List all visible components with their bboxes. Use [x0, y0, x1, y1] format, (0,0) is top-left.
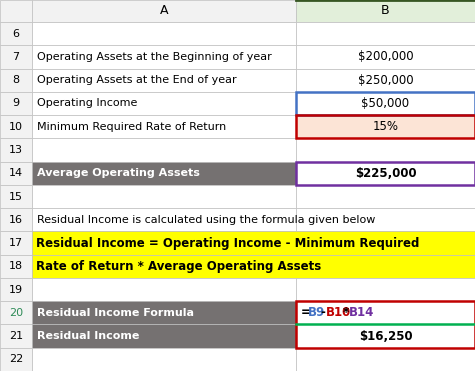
Text: 20: 20 — [9, 308, 23, 318]
Text: 8: 8 — [13, 75, 20, 85]
Text: Residual Income: Residual Income — [38, 331, 140, 341]
Text: $16,250: $16,250 — [359, 329, 412, 342]
Bar — [296, 115, 475, 138]
Text: Rate of Return * Average Operating Assets: Rate of Return * Average Operating Asset… — [36, 260, 322, 273]
Text: 18: 18 — [9, 261, 23, 271]
Text: =: = — [301, 306, 311, 319]
Bar — [0, 232, 32, 255]
Bar — [0, 301, 32, 325]
Bar — [32, 301, 296, 325]
Bar — [296, 301, 475, 348]
Bar — [296, 22, 475, 45]
Bar — [296, 0, 475, 22]
Bar — [296, 301, 475, 325]
Text: B9: B9 — [307, 306, 325, 319]
Text: Minimum Required Rate of Return: Minimum Required Rate of Return — [38, 122, 227, 132]
Bar — [296, 45, 475, 69]
Bar — [0, 208, 32, 232]
Bar — [32, 22, 296, 45]
Bar — [32, 138, 296, 162]
Text: $200,000: $200,000 — [358, 50, 413, 63]
Bar — [32, 232, 475, 255]
Text: Residual Income is calculated using the formula given below: Residual Income is calculated using the … — [38, 215, 376, 225]
Bar — [296, 162, 475, 185]
Text: 21: 21 — [9, 331, 23, 341]
Bar — [296, 325, 475, 348]
Bar — [32, 208, 296, 232]
Bar — [0, 162, 32, 185]
Bar — [32, 69, 296, 92]
Text: -: - — [321, 306, 325, 319]
Text: B10: B10 — [325, 306, 351, 319]
Bar — [32, 255, 475, 278]
Bar — [32, 162, 296, 185]
Bar — [32, 0, 296, 22]
Text: 16: 16 — [9, 215, 23, 225]
Text: 10: 10 — [9, 122, 23, 132]
Text: Average Operating Assets: Average Operating Assets — [38, 168, 200, 178]
Bar — [296, 162, 475, 185]
Bar — [296, 348, 475, 371]
Text: Operating Assets at the Beginning of year: Operating Assets at the Beginning of yea… — [38, 52, 272, 62]
Text: 7: 7 — [13, 52, 20, 62]
Bar — [0, 69, 32, 92]
Bar — [32, 348, 296, 371]
Bar — [32, 185, 296, 208]
Text: $50,000: $50,000 — [361, 97, 409, 110]
Bar — [296, 69, 475, 92]
Bar — [0, 45, 32, 69]
Bar — [296, 278, 475, 301]
Text: $225,000: $225,000 — [355, 167, 416, 180]
Bar — [0, 255, 32, 278]
Bar — [296, 92, 475, 115]
Bar — [32, 325, 296, 348]
Bar — [0, 185, 32, 208]
Text: B: B — [381, 4, 390, 17]
Text: *: * — [342, 306, 349, 319]
Bar — [296, 92, 475, 115]
Bar — [0, 348, 32, 371]
Bar — [0, 115, 32, 138]
Text: 14: 14 — [9, 168, 23, 178]
Text: 17: 17 — [9, 238, 23, 248]
Text: $250,000: $250,000 — [358, 74, 413, 87]
Bar — [0, 22, 32, 45]
Bar — [32, 278, 296, 301]
Bar — [32, 92, 296, 115]
Text: Operating Assets at the End of year: Operating Assets at the End of year — [38, 75, 237, 85]
Text: Residual Income = Operating Income - Minimum Required: Residual Income = Operating Income - Min… — [36, 237, 420, 250]
Text: Operating Income: Operating Income — [38, 98, 138, 108]
Text: B14: B14 — [349, 306, 374, 319]
Bar — [296, 208, 475, 232]
Text: A: A — [160, 4, 168, 17]
Text: 15: 15 — [9, 191, 23, 201]
Text: 19: 19 — [9, 285, 23, 295]
Text: 6: 6 — [13, 29, 19, 39]
Text: 13: 13 — [9, 145, 23, 155]
Bar — [0, 92, 32, 115]
Bar — [32, 115, 296, 138]
Bar — [296, 138, 475, 162]
Bar — [296, 185, 475, 208]
Bar — [0, 138, 32, 162]
Text: 15%: 15% — [372, 120, 399, 133]
Bar — [0, 278, 32, 301]
Bar — [0, 0, 32, 22]
Bar — [296, 115, 475, 138]
Text: Residual Income Formula: Residual Income Formula — [38, 308, 194, 318]
Bar — [0, 325, 32, 348]
Text: 22: 22 — [9, 354, 23, 364]
Text: 9: 9 — [13, 98, 20, 108]
Bar — [32, 45, 296, 69]
